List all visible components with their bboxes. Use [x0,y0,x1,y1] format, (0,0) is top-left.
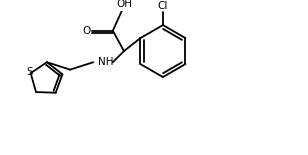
Text: NH: NH [98,57,113,67]
Text: S: S [26,67,33,77]
Text: OH: OH [116,0,132,9]
Text: Cl: Cl [158,1,168,11]
Text: O: O [83,26,91,36]
